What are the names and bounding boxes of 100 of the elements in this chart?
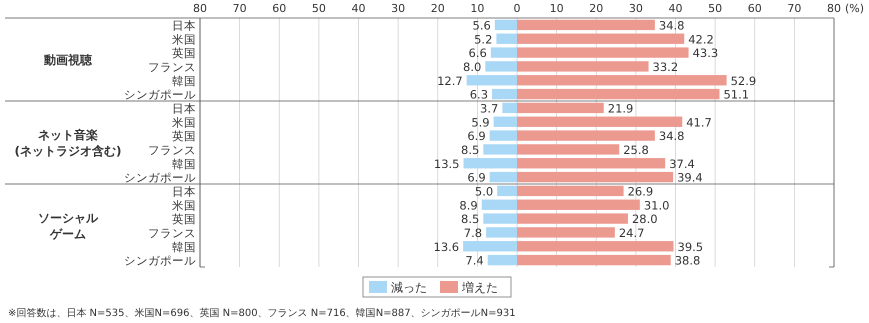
bar bbox=[517, 102, 604, 114]
y-tick-label: シンガポール bbox=[124, 88, 196, 102]
bar bbox=[502, 102, 517, 114]
bar bbox=[517, 20, 655, 30]
bar bbox=[483, 144, 517, 155]
data-label: 6.9 bbox=[467, 129, 486, 144]
x-tick-label: 20 bbox=[430, 2, 445, 15]
bar bbox=[517, 61, 649, 72]
bar bbox=[517, 158, 666, 168]
bar bbox=[517, 144, 620, 155]
data-label: 5.2 bbox=[474, 32, 492, 46]
data-label: 7.8 bbox=[464, 226, 482, 240]
y-tick-label: 韓国 bbox=[172, 156, 196, 171]
bar bbox=[517, 34, 684, 44]
data-label: 52.9 bbox=[730, 74, 756, 88]
y-axis-title: ソーシャルゲーム bbox=[37, 210, 100, 242]
x-tick-label: 40 bbox=[352, 2, 366, 15]
x-tick-label: 80 bbox=[193, 2, 207, 15]
y-tick-label: 日本 bbox=[172, 101, 196, 116]
data-label: 33.2 bbox=[652, 60, 678, 74]
bar bbox=[517, 213, 628, 224]
bar bbox=[485, 61, 517, 72]
bar bbox=[490, 172, 517, 182]
x-tick-label: 70 bbox=[787, 2, 802, 15]
data-label: 8.9 bbox=[459, 198, 478, 212]
y-tick-label: シンガポール bbox=[124, 254, 196, 268]
y-tick-label: フランス bbox=[148, 226, 196, 240]
bar bbox=[486, 227, 517, 238]
x-tick-label: 20 bbox=[589, 2, 604, 15]
x-tick-label: 50 bbox=[708, 2, 722, 15]
x-tick-label: 10 bbox=[550, 2, 564, 15]
data-label: 6.3 bbox=[470, 88, 488, 102]
data-label: 6.6 bbox=[468, 46, 487, 60]
x-tick-label: 60 bbox=[272, 2, 286, 15]
data-label: 37.4 bbox=[669, 156, 695, 171]
y-tick-label: 米国 bbox=[172, 198, 196, 212]
bar bbox=[494, 116, 517, 127]
bar bbox=[490, 130, 517, 141]
bar bbox=[517, 200, 640, 210]
data-label: 5.0 bbox=[474, 184, 494, 198]
bar bbox=[517, 47, 689, 58]
data-label: 8.5 bbox=[461, 212, 480, 226]
legend-label: 増えた bbox=[461, 280, 498, 294]
bar bbox=[492, 88, 517, 100]
y-tick-label: シンガポール bbox=[124, 170, 196, 185]
bar bbox=[517, 241, 674, 252]
y-tick-label: 米国 bbox=[172, 115, 196, 130]
data-label: 39.4 bbox=[677, 170, 703, 185]
x-tick-label: 30 bbox=[391, 2, 406, 15]
data-label: 5.9 bbox=[471, 115, 490, 130]
data-label: 39.5 bbox=[678, 240, 704, 254]
bar bbox=[517, 172, 674, 182]
y-tick-label: 英国 bbox=[172, 212, 196, 226]
x-tick-label: 80 bbox=[827, 2, 841, 15]
bar bbox=[517, 186, 624, 196]
data-label: 3.7 bbox=[480, 101, 498, 116]
bar bbox=[517, 227, 615, 238]
y-tick-label: 英国 bbox=[172, 46, 196, 60]
data-label: 41.7 bbox=[686, 115, 712, 130]
y-tick-label: 日本 bbox=[172, 18, 196, 32]
data-label: 25.8 bbox=[623, 142, 649, 157]
y-tick-label: 韓国 bbox=[172, 74, 196, 88]
data-label: 43.3 bbox=[692, 46, 718, 60]
data-label: 6.9 bbox=[467, 170, 486, 185]
data-label: 5.6 bbox=[472, 18, 491, 32]
bar bbox=[464, 158, 517, 168]
data-label: 51.1 bbox=[723, 88, 750, 102]
data-label: 34.8 bbox=[658, 129, 685, 144]
x-tick-label: 60 bbox=[748, 2, 762, 15]
data-label: 13.5 bbox=[434, 156, 460, 171]
bar bbox=[490, 47, 517, 58]
bar bbox=[517, 88, 720, 100]
bar bbox=[517, 254, 671, 266]
data-label: 31.0 bbox=[644, 198, 670, 212]
legend-label: 減った bbox=[391, 280, 427, 294]
y-tick-label: 日本 bbox=[172, 184, 196, 198]
data-label: 38.8 bbox=[674, 254, 700, 268]
x-tick-label: 10 bbox=[470, 2, 484, 15]
data-label: 42.2 bbox=[688, 32, 714, 46]
bar bbox=[497, 186, 517, 196]
y-tick-label: フランス bbox=[148, 60, 196, 74]
x-tick-label: 0 bbox=[514, 2, 520, 15]
bar bbox=[517, 75, 727, 86]
y-tick-label: 韓国 bbox=[172, 240, 196, 254]
x-axis-title: (%) bbox=[845, 2, 864, 15]
data-label: 13.6 bbox=[434, 240, 460, 254]
bar bbox=[517, 130, 655, 141]
data-label: 34.8 bbox=[658, 18, 685, 32]
y-tick-label: フランス bbox=[148, 142, 196, 157]
text: ※回答数は、日本 N=535、米国N=696、英国 N=800、フランス N=716、韓国N=887、シンガポールN=931 bbox=[8, 307, 516, 319]
data-label: 28.0 bbox=[632, 212, 658, 226]
bar bbox=[482, 200, 517, 210]
bar bbox=[483, 213, 517, 224]
data-label: 12.7 bbox=[437, 74, 463, 88]
data-label: 24.7 bbox=[618, 226, 644, 240]
bar bbox=[496, 34, 517, 44]
bar bbox=[517, 116, 682, 127]
data-label: 7.4 bbox=[465, 254, 484, 268]
bar bbox=[494, 20, 517, 30]
x-tick-label: 50 bbox=[312, 2, 326, 15]
